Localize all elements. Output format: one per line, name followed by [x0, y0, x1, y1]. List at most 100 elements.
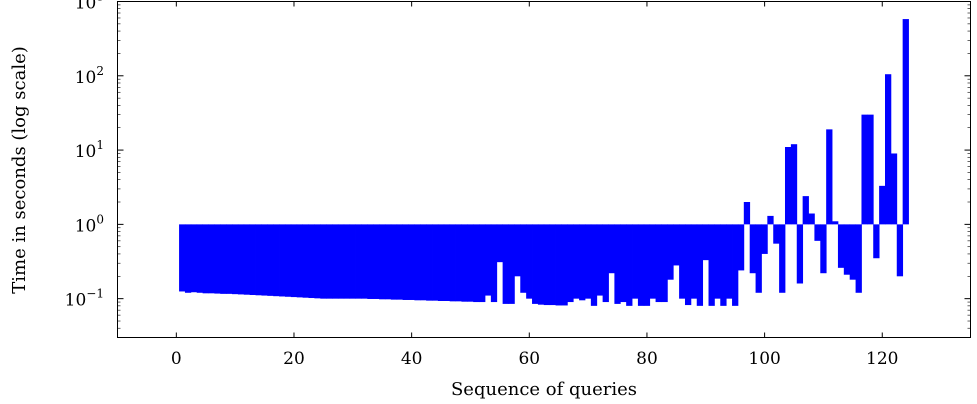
bar [849, 224, 856, 280]
bar [890, 153, 898, 225]
bar [855, 224, 862, 293]
bar [343, 224, 351, 299]
x-tick-label: 80 [636, 349, 658, 369]
bar [426, 224, 433, 301]
bar [349, 224, 356, 299]
bar [390, 224, 398, 300]
bar [749, 224, 756, 274]
bar [296, 224, 303, 298]
bar [567, 224, 574, 303]
bar [843, 224, 851, 275]
bar [802, 196, 809, 225]
y-axis: 10−1 100 101 102 103 [65, 0, 971, 329]
y-tick-label: 102 [75, 64, 104, 88]
bar [379, 224, 386, 300]
bar [690, 224, 698, 299]
bar [514, 224, 521, 277]
bar [308, 224, 315, 299]
bar [467, 224, 474, 302]
bar [408, 224, 415, 300]
bar [679, 224, 686, 299]
bar [532, 224, 539, 304]
bar [449, 224, 456, 302]
bar [320, 224, 327, 299]
bar [673, 224, 680, 266]
bar [237, 224, 245, 295]
bar [667, 224, 674, 280]
bar [773, 224, 780, 244]
x-tick-label: 20 [283, 349, 305, 369]
bar [596, 224, 604, 296]
bar [543, 224, 551, 306]
x-tick-label: 60 [518, 349, 540, 369]
bar [208, 224, 215, 294]
bar [867, 114, 874, 225]
bar [555, 224, 562, 306]
bar [720, 224, 727, 306]
bar [479, 224, 486, 303]
bar [626, 224, 633, 306]
bar [637, 224, 645, 306]
bar-series [179, 19, 909, 306]
bar [332, 224, 339, 299]
y-axis-label: Time in seconds (log scale) [9, 46, 30, 294]
bar [384, 224, 392, 300]
bar [243, 224, 251, 295]
bar [396, 224, 404, 300]
bar [232, 224, 239, 295]
bar [561, 224, 568, 306]
bar [737, 224, 745, 271]
bar [367, 224, 374, 299]
bar [402, 224, 409, 300]
bar [414, 224, 421, 301]
bar [614, 224, 621, 304]
bar [273, 224, 280, 297]
bar [508, 224, 515, 304]
bar [620, 224, 627, 303]
bar [732, 224, 739, 306]
x-axis: 0 20 40 60 80 100 120 [171, 1, 898, 369]
plot-frame [117, 1, 971, 338]
bar [796, 224, 804, 284]
bar [714, 224, 721, 299]
bar [226, 224, 233, 294]
x-tick-label: 100 [748, 349, 780, 369]
bar [820, 224, 827, 274]
bar [314, 224, 321, 299]
x-tick-label: 120 [866, 349, 898, 369]
bar [584, 224, 592, 299]
y-tick-label: 10−1 [65, 287, 104, 311]
bar [902, 19, 909, 225]
bar [873, 224, 880, 259]
bar [420, 224, 427, 301]
bar [214, 224, 221, 294]
bar [179, 224, 186, 292]
bar [649, 224, 656, 299]
bar [502, 224, 509, 304]
bar [743, 202, 751, 225]
bar [684, 224, 692, 306]
bar [608, 224, 615, 274]
bar [355, 224, 362, 299]
bar [790, 144, 798, 225]
bar [808, 213, 815, 225]
bar [832, 221, 839, 225]
bar [784, 147, 792, 225]
bar [437, 224, 445, 301]
bar [520, 224, 527, 293]
bar [337, 224, 345, 299]
bar [461, 224, 468, 302]
bar [726, 224, 733, 299]
bar [826, 129, 833, 225]
bar [326, 224, 333, 299]
bar [537, 224, 545, 305]
bar [661, 224, 668, 303]
bar [885, 74, 892, 225]
bar [579, 224, 586, 301]
bar [249, 224, 256, 295]
bar [696, 224, 704, 306]
bar [455, 224, 462, 302]
bar [279, 224, 286, 297]
bar [602, 224, 609, 303]
